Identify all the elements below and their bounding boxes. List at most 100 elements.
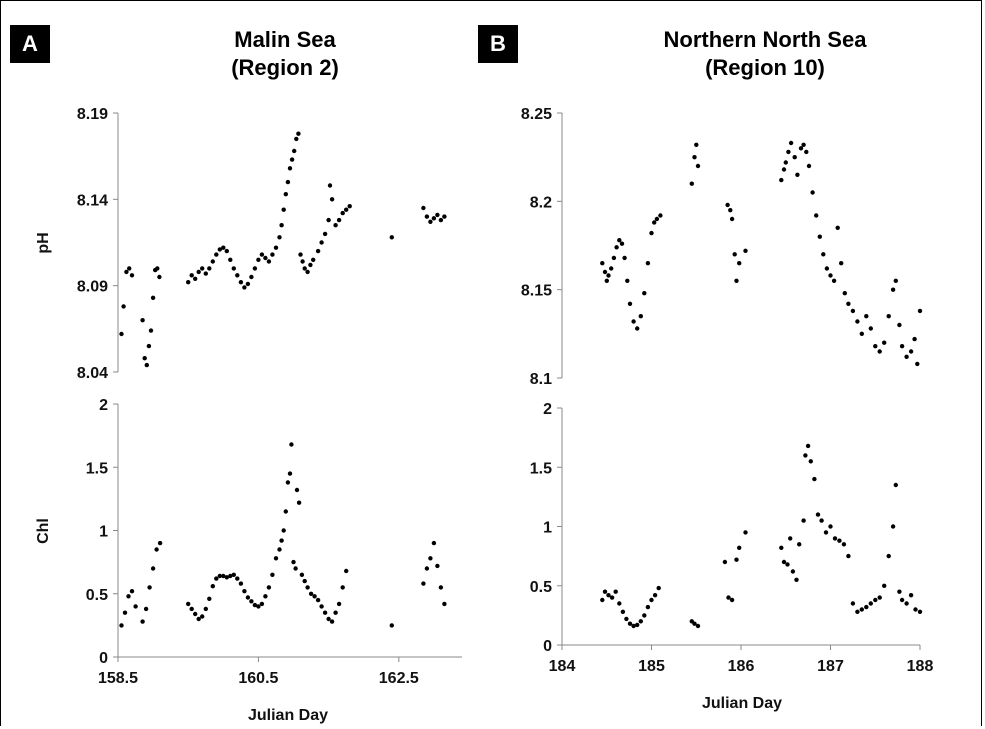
b-top-data-point [694,142,699,147]
panel-b-title-line2: (Region 10) [705,55,825,80]
b-top-data-point [783,160,788,165]
b-top-data-point [828,273,833,278]
b-top-data-point [725,202,730,208]
a-top-data-point [344,207,349,212]
a-top-data-point [279,223,284,228]
a-bottom-data-point [308,591,314,596]
a-bottom-data-point [431,540,437,546]
a-bottom-data-point [293,566,298,571]
b-top-data-point [798,146,804,151]
b-bottom-data-point [785,562,790,567]
a-top-data-point [148,328,154,333]
a-bottom-data-point [285,480,291,485]
a-top-data-point [285,179,291,185]
a-top-ytick-label: 8.14 [77,192,108,209]
a-top-data-point [287,166,293,171]
b-bottom-data-point [890,524,896,529]
b-top-data-point [642,291,647,296]
b-bottom-data-point [737,545,742,550]
a-bottom-data-point [249,599,254,604]
b-bottom-data-point [864,604,869,610]
b-top-data-point [622,255,627,261]
b-bottom-data-point [649,597,654,603]
a-bottom-ytick-label: 1 [99,524,108,541]
a-bottom-data-point [283,509,288,514]
b-top-data-point [635,326,640,331]
a-bottom-data-point [221,573,226,579]
a-bottom-data-point [231,572,236,577]
b-bottom-data-point [801,518,806,523]
a-top-data-point [428,219,433,224]
a-bottom-data-point [147,585,152,590]
b-top-data-point [846,301,851,306]
b-bottom-data-point [873,597,878,603]
a-bottom-data-point [119,623,124,628]
b-bottom-data-point [797,542,802,547]
b-bottom-data-point [722,559,728,565]
a-bottom-ylabel: Chl [35,518,52,544]
a-bottom-data-point [210,584,215,589]
b-top-data-point [886,314,891,319]
b-bottom-data-point [913,607,918,612]
b-top-data-point [908,349,914,354]
b-top-data-point [625,278,630,283]
b-bottom-xtick-label: 184 [549,658,576,675]
a-bottom-data-point [133,604,138,609]
a-bottom-data-point [214,576,219,581]
panel-b-title: Northern North Sea (Region 10) [615,26,915,82]
b-top-data-point [609,266,614,271]
a-bottom-data-point [336,601,342,607]
b-top-data-point [781,167,787,172]
a-bottom-data-point [150,566,156,571]
b-bottom-data-point [832,536,838,541]
a-bottom-data-point [217,573,222,579]
b-top-data-point [689,181,694,186]
a-top-ytick-label: 8.19 [77,106,108,123]
b-bottom-data-point [624,616,629,622]
a-bottom-xtick-label: 160.5 [238,670,278,687]
b-top-data-point [645,261,651,266]
a-bottom-data-point [333,610,338,615]
panel-b-title-line1: Northern North Sea [663,27,867,52]
b-top-data-point [831,278,837,283]
b-bottom-data-point [846,553,851,559]
a-top-data-point [249,274,254,280]
b-bottom-data-point [606,593,611,598]
a-bottom-data-point [442,601,447,607]
b-bottom-data-point [893,482,898,488]
b-top-data-point [617,238,622,243]
panel-a-label: A [10,25,50,63]
b-bottom-data-point [729,597,735,603]
a-bottom-data-point [228,573,233,579]
b-bottom-data-point [908,593,914,598]
a-top-data-point [333,223,338,228]
b-top-data-point [602,269,608,275]
a-bottom-data-point [424,566,430,571]
b-bottom-data-point [899,597,905,603]
a-top-data-point [217,247,222,252]
a-bottom-data-point [126,594,131,599]
b-bottom-data-point [815,512,821,517]
b-top-data-point [600,261,605,266]
a-top-data-point [327,183,333,188]
b-top-data-point [890,287,896,292]
b-top-data-point [737,261,742,266]
a-top-data-point [277,235,282,240]
a-bottom-data-point [340,585,345,590]
b-top-data-point [912,336,917,342]
b-top-data-point [806,163,812,169]
b-top-ytick-label: 8.25 [521,106,552,123]
a-top-data-point [193,276,198,281]
a-top-data-point [144,362,149,368]
b-top-data-point [899,344,905,349]
b-bottom-data-point [819,518,824,523]
b-top-data-point [792,155,797,160]
a-top-data-point [121,304,126,309]
b-bottom-data-point [631,623,636,629]
a-top-data-point [283,192,288,197]
a-bottom-data-point [122,610,128,615]
b-top-ytick-label: 8.1 [530,371,552,388]
a-bottom-data-point [294,487,300,493]
b-top-data-point [732,252,737,257]
